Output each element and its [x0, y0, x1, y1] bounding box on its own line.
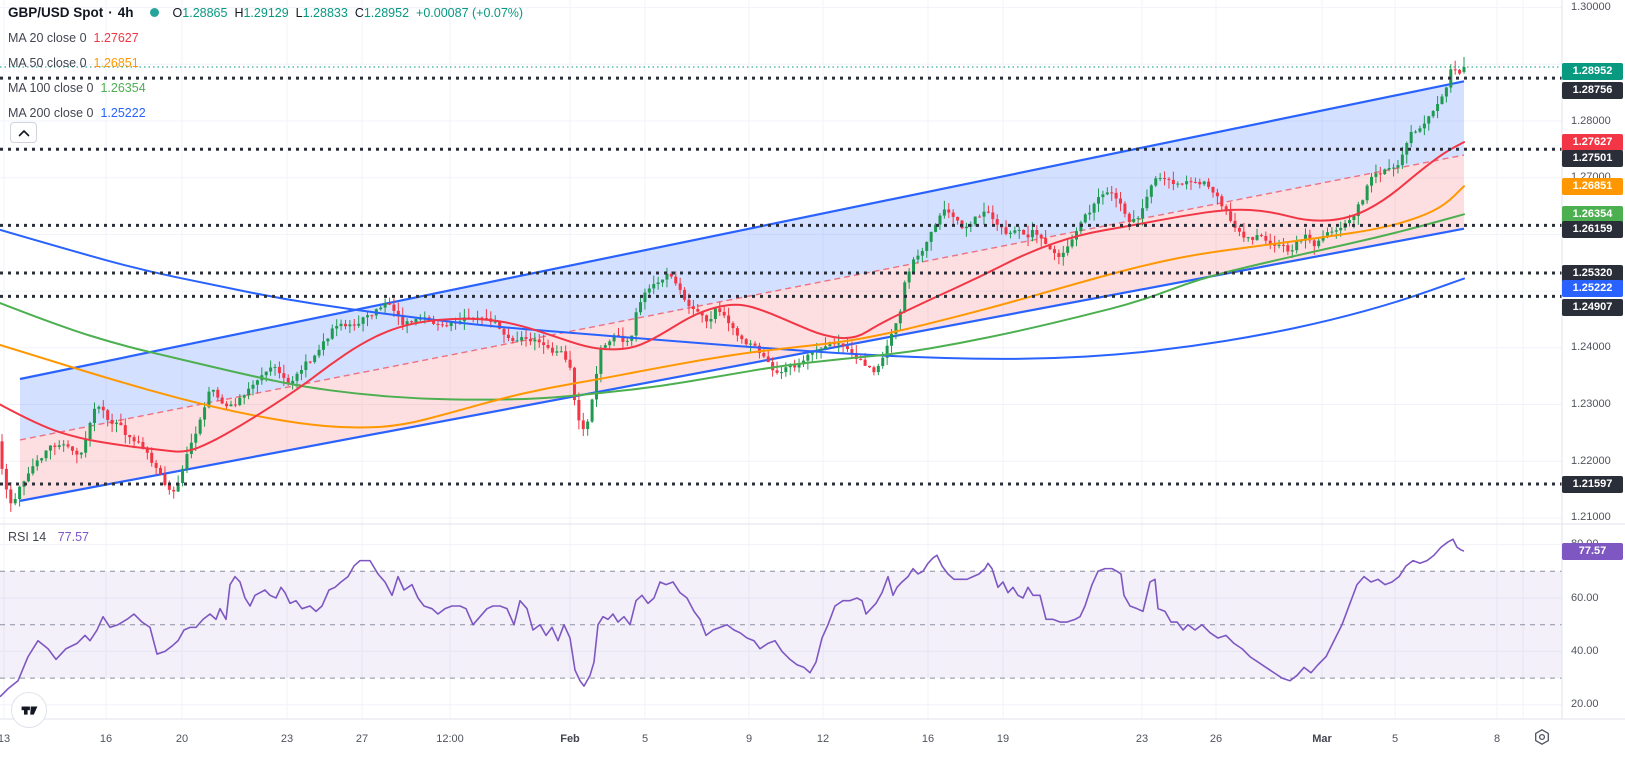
rsi-axis-label: 20.00: [1571, 698, 1599, 711]
price-axis-label: 1.30000: [1571, 1, 1611, 14]
ma-legend-label: MA 200 close 0: [8, 106, 94, 120]
time-axis-label: 16: [921, 733, 935, 745]
price-axis-label: 1.28000: [1571, 114, 1611, 127]
time-axis[interactable]: 13 16 20 23 27 12:00 Feb 5 9 12 16 19 23 26 Mar 5 8: [0, 719, 1625, 757]
time-axis-label: 9: [745, 733, 753, 745]
price-axis-label: 1.22000: [1571, 454, 1611, 467]
price-level-lines: [0, 66, 1562, 486]
price-badge: 1.21597: [1562, 475, 1623, 493]
time-axis-label: Mar: [1312, 733, 1332, 745]
change-value: +0.00087 (+0.07%): [416, 5, 524, 20]
rsi-pane: [0, 538, 1562, 698]
ma-legend-value: 1.27627: [93, 31, 139, 45]
regression-channel: [19, 80, 1465, 502]
rsi-axis-label: 60.00: [1571, 591, 1599, 604]
ma-legend-row-50[interactable]: MA 50 close 0 1.26851: [8, 56, 139, 70]
symbol-legend-row[interactable]: GBP/USD Spot · 4h O1.28865 H1.29129 L1.2…: [8, 5, 523, 20]
interval-label: 4h: [117, 5, 134, 20]
high-label: H: [234, 5, 244, 20]
price-axis-label: 1.23000: [1571, 398, 1611, 410]
price-badge: 1.26354: [1562, 205, 1623, 223]
price-badge: 77.57: [1562, 542, 1623, 560]
legend-collapse-button[interactable]: [10, 122, 37, 143]
time-axis-label: 23: [1135, 733, 1149, 745]
gridlines: [0, 0, 1562, 719]
time-axis-label: 20: [175, 733, 189, 745]
rsi-value: 77.57: [57, 530, 89, 544]
ma-legend-row-20[interactable]: MA 20 close 0 1.27627: [8, 31, 139, 45]
ma-legend-label: MA 20 close 0: [8, 31, 87, 45]
price-badge: 1.28756: [1562, 81, 1623, 99]
rsi-line: [0, 538, 1465, 698]
time-axis-label: 8: [1493, 733, 1501, 745]
time-axis-label: 13: [0, 733, 11, 745]
pane-separators: [0, 0, 1625, 720]
ma-legend-label: MA 100 close 0: [8, 81, 94, 95]
ma-100-line: [0, 213, 1465, 401]
timezone-settings-icon[interactable]: [1533, 728, 1551, 746]
ma-legend-label: MA 50 close 0: [8, 56, 87, 70]
tradingview-logo-icon: [21, 706, 37, 715]
ma-50-line: [0, 185, 1465, 429]
time-axis-label: 19: [996, 733, 1010, 745]
time-axis-label: 5: [641, 733, 649, 745]
ma-20-line: [0, 141, 1465, 453]
ma-legend-row-100[interactable]: MA 100 close 0 1.26354: [8, 81, 146, 95]
open-label: O: [172, 5, 183, 20]
ma-legend-row-200[interactable]: MA 200 close 0 1.25222: [8, 106, 146, 120]
high-value: 1.29129: [243, 5, 289, 20]
ma-legend-value: 1.26851: [93, 56, 139, 70]
time-axis-label: 27: [355, 733, 369, 745]
price-axis-label: 1.21000: [1571, 511, 1611, 524]
chevron-up-icon: [18, 129, 29, 136]
low-label: L: [295, 5, 303, 20]
time-axis-label: 16: [99, 733, 113, 745]
time-axis-label: 12: [816, 733, 830, 745]
rsi-axis-label: 40.00: [1571, 644, 1599, 657]
ohlc-readout: O1.28865 H1.29129 L1.28833 C1.28952 +0.0…: [173, 6, 524, 20]
close-value: 1.28952: [363, 5, 410, 20]
open-value: 1.28865: [182, 5, 228, 20]
symbol-title: GBP/USD Spot: [8, 5, 104, 20]
price-badge: 1.25320: [1562, 264, 1623, 282]
low-value: 1.28833: [302, 5, 348, 20]
time-axis-label: 26: [1209, 733, 1223, 745]
price-badge: 1.28952: [1562, 62, 1623, 80]
tradingview-logo[interactable]: [11, 692, 47, 728]
price-badge: 1.26851: [1562, 177, 1623, 195]
price-badge: 1.24907: [1562, 298, 1623, 316]
price-badge: 1.27501: [1562, 149, 1623, 167]
time-axis-label: Feb: [560, 733, 580, 745]
price-axis[interactable]: 1.300001.280001.270001.260001.250001.240…: [1562, 0, 1625, 757]
ma-legend-value: 1.26354: [100, 81, 146, 95]
close-label: C: [354, 5, 364, 20]
price-badge: 1.27627: [1562, 133, 1623, 151]
ma-legend-value: 1.25222: [100, 106, 146, 120]
time-axis-label: 23: [280, 733, 294, 745]
title-separator: ·: [108, 5, 113, 20]
time-axis-label: 12:00: [436, 733, 464, 745]
ma-200-line: [0, 228, 1465, 360]
market-status-dot: [149, 8, 159, 17]
time-axis-label: 5: [1391, 733, 1399, 745]
price-axis-label: 1.24000: [1571, 341, 1611, 354]
rsi-legend[interactable]: RSI 14 77.57: [8, 530, 89, 544]
rsi-label: RSI 14: [8, 530, 47, 544]
price-badge: 1.25222: [1562, 279, 1623, 297]
price-badge: 1.26159: [1562, 220, 1623, 238]
